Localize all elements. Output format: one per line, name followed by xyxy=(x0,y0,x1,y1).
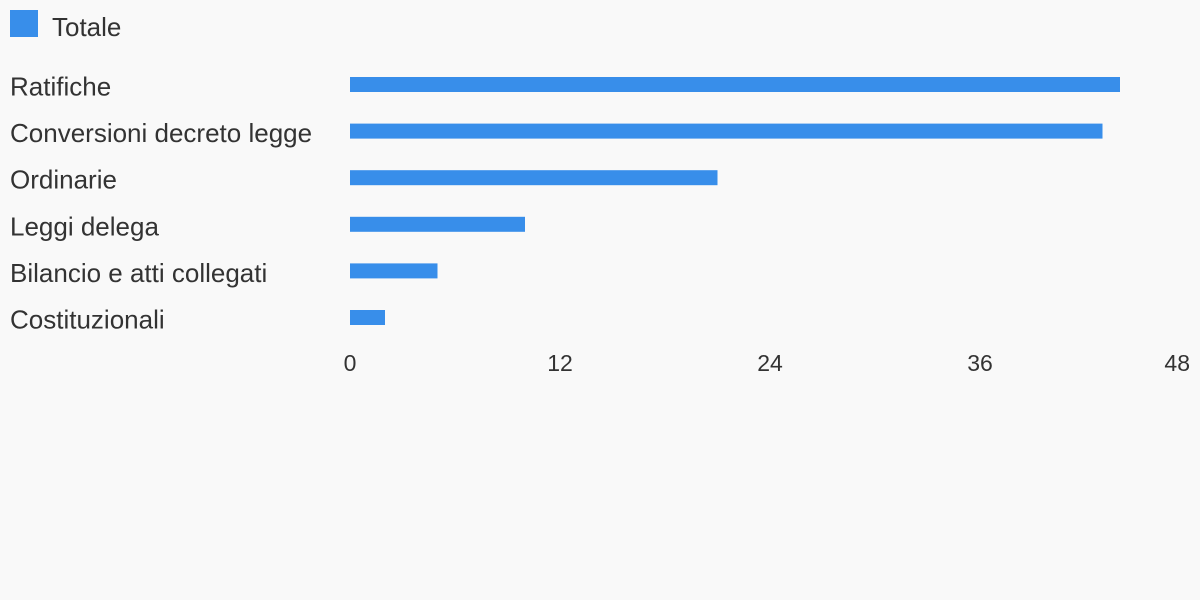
bar[interactable] xyxy=(350,216,525,232)
x-tick-label: 24 xyxy=(757,350,783,376)
category-label: Leggi delega xyxy=(10,211,159,241)
x-tick-label: 12 xyxy=(547,350,573,376)
x-axis-ticks: 0 12 24 36 48 xyxy=(344,350,1190,376)
category-label: Conversioni decreto legge xyxy=(10,118,312,148)
bar[interactable] xyxy=(350,263,438,279)
category-label: Ratifiche xyxy=(10,72,111,102)
bar[interactable] xyxy=(350,170,718,186)
x-tick-label: 48 xyxy=(1164,350,1190,376)
category-label: Ordinarie xyxy=(10,165,117,195)
legend: Totale xyxy=(10,10,121,42)
category-label: Bilancio e atti collegati xyxy=(10,258,267,288)
legend-swatch-totale xyxy=(10,10,38,37)
category-label: Costituzionali xyxy=(10,305,165,335)
bar[interactable] xyxy=(350,77,1120,92)
bar[interactable] xyxy=(350,123,1103,139)
legend-label-totale: Totale xyxy=(52,12,121,42)
category-labels: Ratifiche Conversioni decreto legge Ordina… xyxy=(10,72,312,335)
x-tick-label: 0 xyxy=(344,350,357,376)
x-tick-label: 36 xyxy=(967,350,993,376)
bars xyxy=(350,77,1120,325)
bar[interactable] xyxy=(350,310,385,325)
